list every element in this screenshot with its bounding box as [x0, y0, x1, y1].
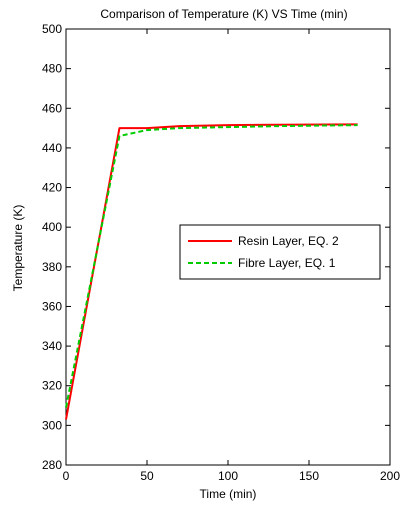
x-tick-label: 0: [63, 469, 70, 483]
legend-label: Resin Layer, EQ. 2: [238, 234, 339, 248]
y-tick-label: 340: [42, 339, 62, 353]
y-tick-label: 480: [42, 62, 62, 76]
y-tick-label: 500: [42, 22, 62, 36]
y-tick-label: 360: [42, 299, 62, 313]
y-tick-label: 300: [42, 418, 62, 432]
y-tick-label: 400: [42, 220, 62, 234]
y-tick-label: 460: [42, 101, 62, 115]
legend-box: [179, 224, 381, 280]
legend: Resin Layer, EQ. 2 Fibre Layer, EQ. 1: [179, 224, 381, 280]
axis-ticks: 0 50 100 150 200 280 300 320 340 360 380 400 420 440 4…: [42, 22, 400, 483]
chart-title: Comparison of Temperature (K) VS Time (m…: [100, 7, 347, 21]
x-tick-label: 200: [380, 469, 400, 483]
series-line-fibre-layer: [65, 124, 358, 408]
y-axis-label: Temperature (K): [11, 205, 25, 292]
x-axis-label: Time (min): [200, 487, 257, 501]
series-layer: [65, 123, 358, 420]
y-tick-label: 280: [42, 458, 62, 472]
x-tick-label: 50: [140, 469, 154, 483]
y-tick-label: 380: [42, 260, 62, 274]
x-tick-label: 150: [299, 469, 319, 483]
y-tick-label: 320: [42, 379, 62, 393]
x-tick-label: 100: [218, 469, 238, 483]
y-tick-label: 420: [42, 181, 62, 195]
series-line-resin-layer: [65, 123, 358, 420]
y-tick-label: 440: [42, 141, 62, 155]
legend-label: Fibre Layer, EQ. 1: [238, 256, 336, 270]
